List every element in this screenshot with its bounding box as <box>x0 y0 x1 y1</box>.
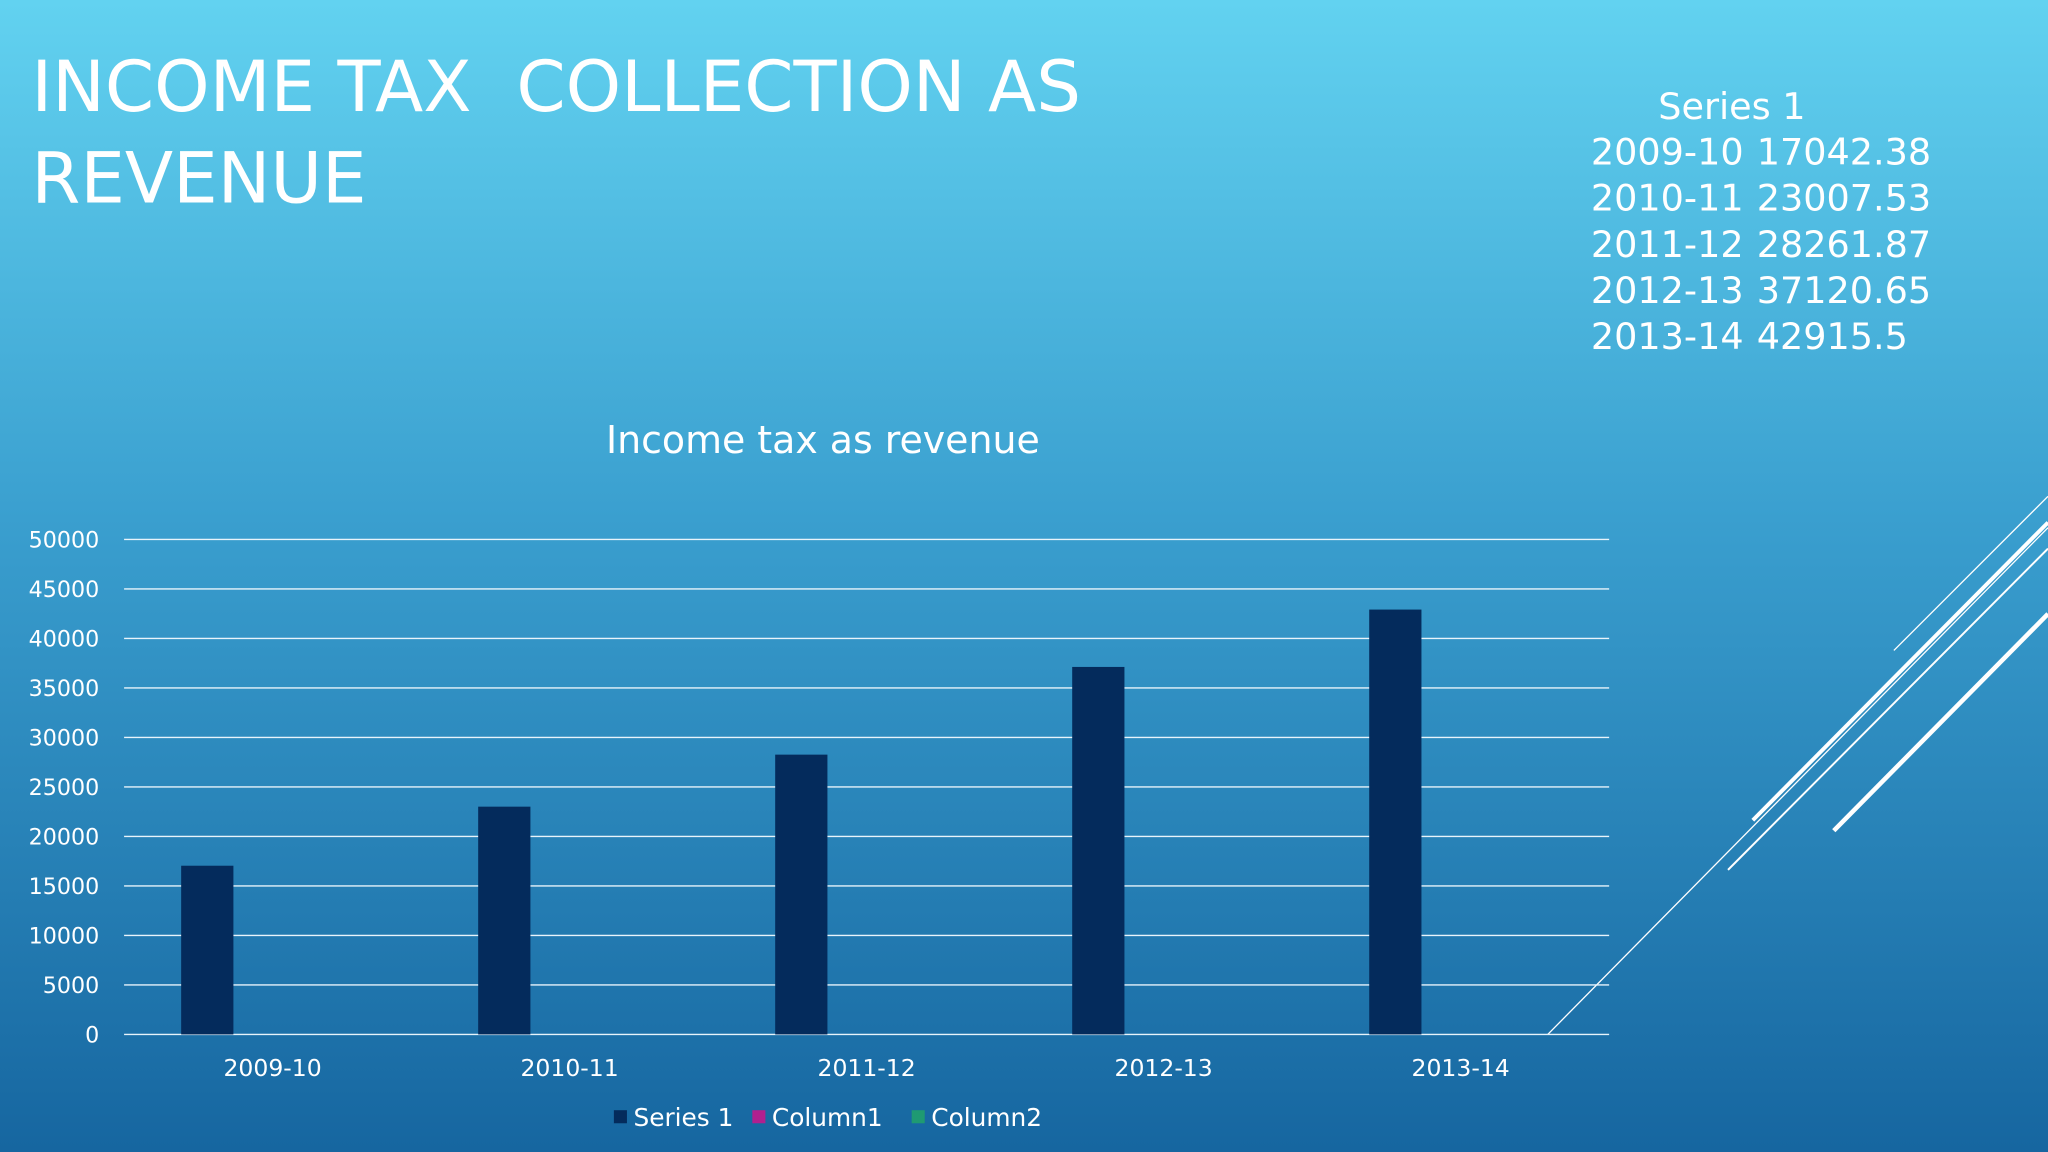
table-header: Series 1 <box>1658 85 1805 128</box>
y-tick-label: 20000 <box>29 824 100 850</box>
slide-title: REVENUE <box>31 137 366 219</box>
table-category: 2013-14 <box>1591 315 1744 358</box>
deco-line <box>1893 495 2048 651</box>
bar <box>1369 609 1422 1035</box>
legend-swatch <box>613 1110 627 1124</box>
table-category: 2011-12 <box>1591 223 1744 266</box>
y-tick-label: 15000 <box>29 874 100 900</box>
y-tick-label: 50000 <box>29 527 100 553</box>
x-tick-label: 2012-13 <box>1115 1054 1213 1082</box>
table-row: 2013-14 42915.5 <box>1591 315 1908 358</box>
bar <box>1072 666 1125 1035</box>
x-tick-label: 2009-10 <box>223 1054 321 1082</box>
decoration <box>1547 495 2048 1035</box>
deco-line <box>1751 521 2048 822</box>
chart-title: Income tax as revenue <box>606 418 1040 462</box>
x-tick-label: 2013-14 <box>1412 1054 1510 1082</box>
table-category: 2012-13 <box>1591 269 1744 312</box>
y-tick-label: 35000 <box>29 676 100 702</box>
deco-line <box>1832 612 2048 833</box>
y-tick-label: 40000 <box>29 626 100 652</box>
y-tick-label: 5000 <box>43 973 99 999</box>
x-tick-label: 2010-11 <box>520 1054 618 1082</box>
table-row: 2011-12 28261.87 <box>1591 223 1931 266</box>
y-tick-label: 10000 <box>29 923 100 949</box>
y-tick-label: 45000 <box>29 577 100 603</box>
y-tick-label: 0 <box>85 1022 99 1048</box>
table-value: 42915.5 <box>1757 315 1908 358</box>
bar <box>181 865 234 1035</box>
x-tick-label: 2011-12 <box>818 1054 916 1082</box>
legend-label: Column2 <box>931 1103 1042 1132</box>
legend-swatch <box>752 1110 766 1124</box>
bar <box>775 754 828 1035</box>
table-value: 28261.87 <box>1757 223 1931 266</box>
legend-label: Series 1 <box>633 1103 733 1132</box>
slide-title: INCOME TAX COLLECTION AS <box>31 46 1081 128</box>
table-row: 2010-11 23007.53 <box>1591 177 1931 220</box>
bar <box>478 806 531 1035</box>
table-category: 2009-10 <box>1591 131 1744 174</box>
table-value: 23007.53 <box>1757 177 1931 220</box>
y-tick-label: 25000 <box>29 775 100 801</box>
table-value: 17042.38 <box>1757 131 1931 174</box>
table-value: 37120.65 <box>1757 269 1931 312</box>
legend-swatch <box>911 1110 925 1124</box>
table-row: 2012-13 37120.65 <box>1591 269 1931 312</box>
deco-line <box>1727 547 2048 871</box>
y-tick-label: 30000 <box>29 725 100 751</box>
table-row: 2009-10 17042.38 <box>1591 131 1931 174</box>
legend-label: Column1 <box>772 1103 883 1132</box>
deco-line <box>1547 527 2048 1035</box>
table-category: 2010-11 <box>1591 177 1744 220</box>
